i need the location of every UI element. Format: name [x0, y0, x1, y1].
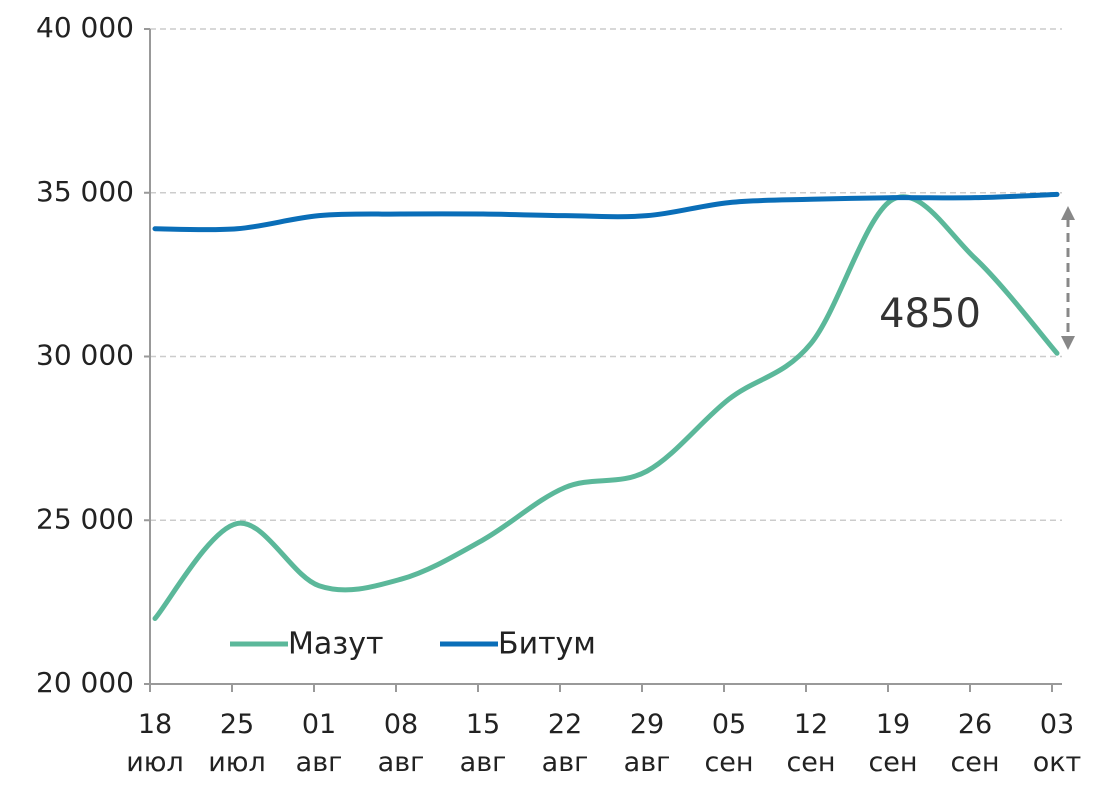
x-tick-label: 25 июл	[208, 709, 266, 778]
x-tick-label: 15 авг	[459, 709, 507, 778]
x-tick-label: 22 авг	[541, 709, 589, 778]
x-tick-label: 03 окт	[1032, 709, 1082, 778]
annotation: 4850	[879, 291, 981, 337]
x-tick-label: 08 авг	[377, 709, 425, 778]
x-tick-label: 18 июл	[126, 709, 184, 778]
x-tick-label: 01 авг	[295, 709, 343, 778]
difference-arrow	[1061, 206, 1075, 350]
x-tick-label: 19 сен	[868, 709, 918, 778]
legend-label: Мазут	[288, 627, 383, 662]
line-series	[152, 194, 1060, 621]
y-tick-label: 30 000	[36, 339, 134, 372]
line-series	[152, 191, 1060, 233]
legend-label: Битум	[498, 627, 596, 662]
x-tick-label: 26 сен	[950, 709, 1000, 778]
x-tick-label: 12 сен	[786, 709, 836, 778]
x-tick-label: 29 авг	[623, 709, 671, 778]
y-tick-label: 35 000	[36, 175, 134, 208]
y-tick-label: 20 000	[36, 666, 134, 699]
x-tick-label: 05 сен	[704, 709, 754, 778]
y-tick-label: 40 000	[36, 11, 134, 44]
y-tick-label: 25 000	[36, 502, 134, 535]
